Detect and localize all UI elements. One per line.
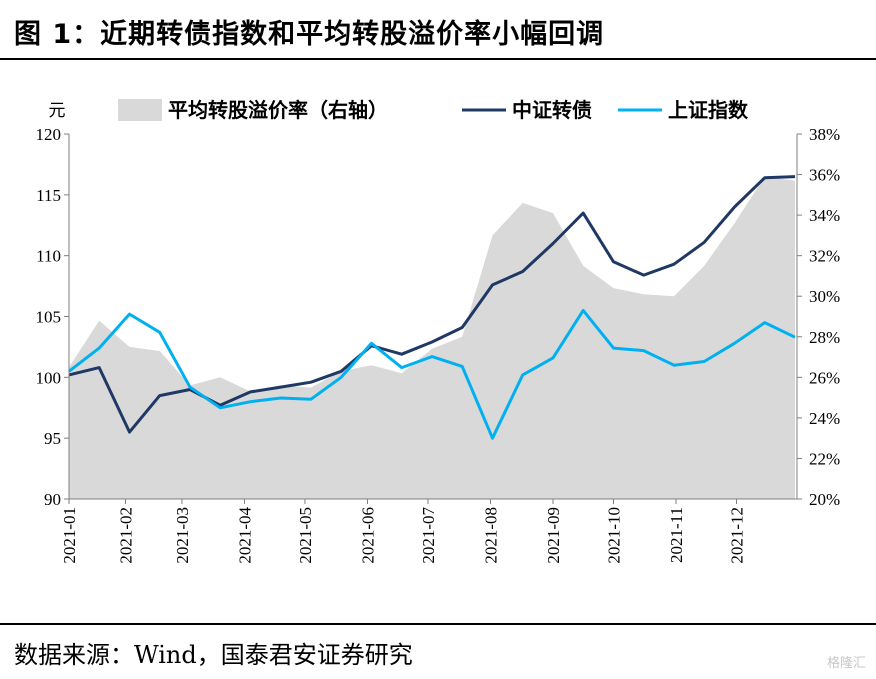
watermark: 格隆汇 (826, 656, 866, 671)
x-tick-label: 2021-02 (116, 507, 135, 564)
x-tick-label: 2021-12 (728, 507, 747, 564)
bottom-divider (0, 623, 876, 625)
right-tick-label: 28% (809, 328, 840, 347)
x-tick-label: 2021-06 (358, 507, 377, 564)
legend-label: 平均转股溢价率（右轴） (168, 98, 388, 122)
right-tick-label: 26% (809, 368, 840, 387)
x-tick-label: 2021-04 (235, 507, 254, 564)
x-tick-label: 2021-03 (173, 507, 192, 564)
legend-label: 上证指数 (668, 98, 749, 122)
left-axis-unit-label: 元 (49, 101, 66, 120)
legend-label: 中证转债 (512, 98, 592, 122)
x-tick-label: 2021-11 (667, 507, 686, 563)
x-tick-label: 2021-01 (60, 507, 79, 564)
source-note: 数据来源：Wind，国泰君安证券研究 (14, 641, 413, 669)
x-tick-label: 2021-10 (604, 507, 623, 564)
page-title: 图 1：近期转债指数和平均转股溢价率小幅回调 (14, 19, 605, 50)
series-area-premium (69, 176, 795, 499)
left-tick-label: 120 (36, 125, 62, 144)
left-tick-label: 115 (36, 186, 61, 205)
right-tick-label: 32% (809, 247, 840, 266)
top-divider (0, 58, 876, 60)
right-tick-label: 22% (809, 449, 840, 468)
x-tick-label: 2021-07 (419, 507, 438, 564)
right-tick-label: 20% (809, 490, 840, 509)
left-tick-label: 100 (36, 368, 62, 387)
series-line-2 (68, 308, 796, 440)
right-tick-label: 38% (809, 125, 840, 144)
series-line-1 (68, 175, 796, 434)
left-tick-label: 90 (44, 490, 61, 509)
x-tick-label: 2021-08 (481, 507, 500, 564)
legend-swatch-area (118, 99, 162, 121)
right-tick-label: 24% (809, 409, 840, 428)
right-tick-label: 36% (809, 166, 840, 185)
left-tick-label: 95 (44, 429, 61, 448)
x-tick-label: 2021-09 (544, 507, 563, 564)
right-tick-label: 34% (809, 206, 840, 225)
left-tick-label: 110 (36, 247, 61, 266)
x-tick-label: 2021-05 (296, 507, 315, 564)
right-tick-label: 30% (809, 287, 840, 306)
left-tick-label: 105 (36, 308, 62, 327)
